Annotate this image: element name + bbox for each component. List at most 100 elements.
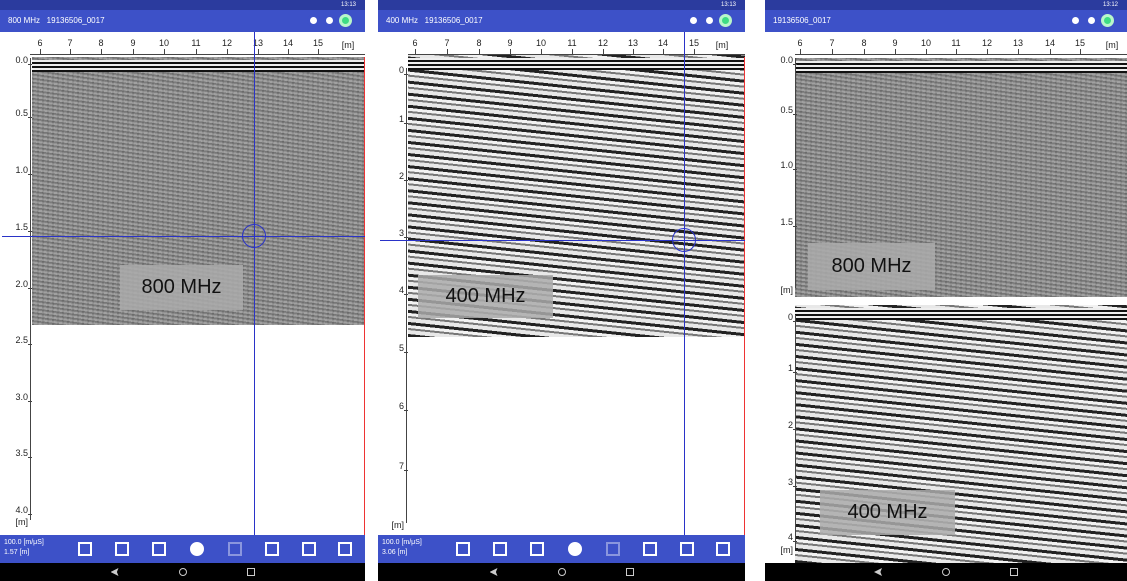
frequency-label: 400 MHz (820, 490, 955, 535)
x-tick-mark (694, 49, 695, 54)
depth-label: 1 (767, 363, 793, 373)
x-tick-mark (133, 49, 134, 54)
x-unit: [m] (342, 40, 355, 50)
header-button[interactable] (719, 14, 732, 27)
x-tick-mark (318, 49, 319, 54)
x-tick-label: 6 (797, 38, 802, 48)
depth-label: 4 (767, 532, 793, 542)
x-tick-label: 8 (98, 38, 103, 48)
crosshair-vertical (684, 32, 685, 563)
x-tick-mark (663, 49, 664, 54)
depth-unit: [m] (378, 520, 404, 530)
x-tick-mark (864, 49, 865, 54)
tool-button[interactable] (228, 542, 242, 556)
depth-tick (28, 64, 32, 65)
x-tick-label: 15 (1075, 38, 1085, 48)
tool-button[interactable] (190, 542, 204, 556)
x-tick-label: 11 (951, 38, 960, 48)
tool-button[interactable] (456, 542, 470, 556)
depth-tick (793, 541, 797, 542)
tool-button[interactable] (493, 542, 507, 556)
tool-button[interactable] (338, 542, 352, 556)
nav-recent[interactable] (626, 568, 634, 576)
depth-tick (28, 174, 32, 175)
depth-tick (28, 401, 32, 402)
tool-button[interactable] (302, 542, 316, 556)
x-tick-mark (633, 49, 634, 54)
depth-tick (404, 74, 408, 75)
status-bar (0, 0, 365, 10)
tool-button[interactable] (530, 542, 544, 556)
x-tick-label: 12 (598, 38, 608, 48)
depth-tick (28, 514, 32, 515)
depth-label: 4.0 (2, 505, 28, 515)
header-button[interactable] (687, 14, 700, 27)
x-tick-mark (956, 49, 957, 54)
frequency-label: 400 MHz (418, 275, 553, 318)
tool-button[interactable] (568, 542, 582, 556)
x-tick-mark (70, 49, 71, 54)
depth-label: 0.0 (2, 55, 28, 65)
x-tick-label: 11 (191, 38, 200, 48)
depth-unit: [m] (767, 545, 793, 555)
tool-button[interactable] (680, 542, 694, 556)
radargram-surface (795, 308, 1127, 320)
nav-recent[interactable] (1010, 568, 1018, 576)
x-tick-label: 9 (130, 38, 135, 48)
status-bar (765, 0, 1127, 10)
header-button[interactable] (339, 14, 352, 27)
tool-button[interactable] (115, 542, 129, 556)
x-tick-mark (415, 49, 416, 54)
tool-button[interactable] (606, 542, 620, 556)
tool-button[interactable] (265, 542, 279, 556)
header-button[interactable] (307, 14, 320, 27)
x-tick-mark (926, 49, 927, 54)
depth-label: 0 (378, 65, 404, 75)
nav-recent[interactable] (247, 568, 255, 576)
x-tick-label: 14 (283, 38, 293, 48)
tool-button[interactable] (78, 542, 92, 556)
depth-tick (793, 372, 797, 373)
depth-label: 3 (767, 477, 793, 487)
x-tick-mark (258, 49, 259, 54)
depth-tick (793, 64, 797, 65)
header-button[interactable] (1085, 14, 1098, 27)
x-tick-label: 14 (658, 38, 668, 48)
nav-home[interactable] (942, 568, 950, 576)
depth-tick (28, 231, 32, 232)
header-button[interactable] (1069, 14, 1082, 27)
depth-tick (793, 169, 797, 170)
crosshair-ring (672, 228, 696, 252)
x-tick-label: 14 (1045, 38, 1055, 48)
x-tick-mark (101, 49, 102, 54)
depth-tick (793, 226, 797, 227)
depth-label: 7 (378, 461, 404, 471)
tool-button[interactable] (152, 542, 166, 556)
x-tick-mark (288, 49, 289, 54)
nav-home[interactable] (558, 568, 566, 576)
x-tick-mark (1080, 49, 1081, 54)
header-button[interactable] (1101, 14, 1114, 27)
tool-button[interactable] (716, 542, 730, 556)
frequency-label: 800 MHz (808, 243, 935, 290)
tool-button[interactable] (643, 542, 657, 556)
x-tick-mark (164, 49, 165, 54)
x-tick-label: 12 (222, 38, 232, 48)
header-button[interactable] (323, 14, 336, 27)
depth-axis-line (795, 315, 796, 548)
x-tick-label: 7 (829, 38, 834, 48)
x-unit: [m] (716, 40, 729, 50)
header-button[interactable] (703, 14, 716, 27)
status-time: 13:13 (721, 0, 736, 10)
x-tick-mark (1050, 49, 1051, 54)
x-tick-mark (447, 49, 448, 54)
x-tick-label: 7 (67, 38, 72, 48)
nav-home[interactable] (179, 568, 187, 576)
depth-label: 1.5 (767, 217, 793, 227)
depth-label: 2 (767, 420, 793, 430)
x-tick-label: 6 (37, 38, 42, 48)
x-tick-label: 13 (628, 38, 638, 48)
x-tick-mark (479, 49, 480, 54)
x-unit: [m] (1106, 40, 1119, 50)
depth-tick (793, 429, 797, 430)
